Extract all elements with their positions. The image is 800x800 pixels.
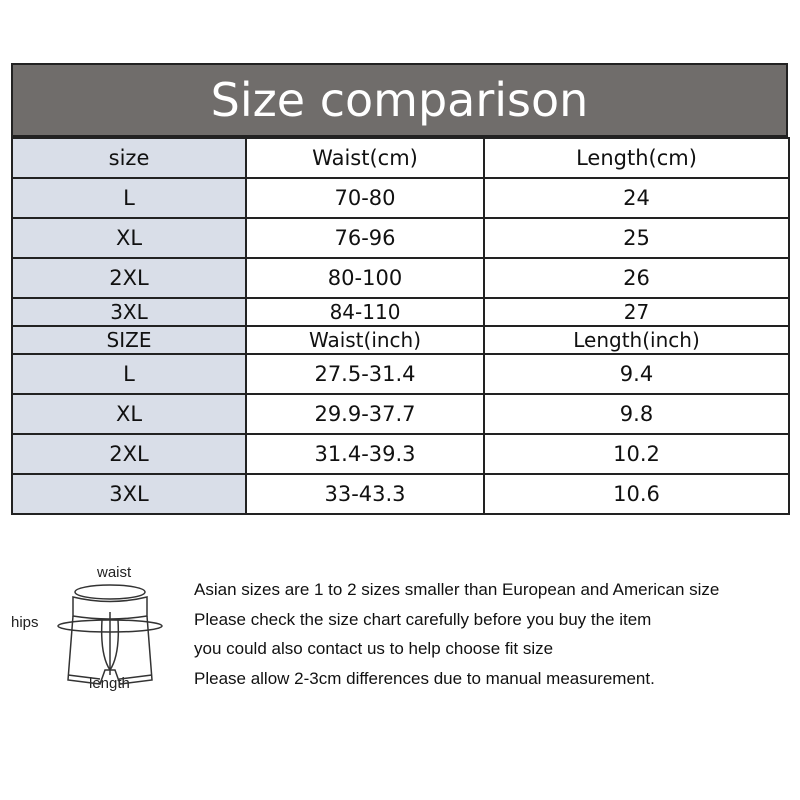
waist-cell: 27.5-31.4: [245, 353, 485, 395]
length-cell: 9.4: [483, 353, 790, 395]
size-cell: 3XL: [11, 473, 247, 515]
waist-cell: 80-100: [245, 257, 485, 299]
header-cell: Length(cm): [483, 137, 790, 179]
length-cell: 27: [483, 297, 790, 327]
size-notes: Asian sizes are 1 to 2 sizes smaller tha…: [194, 575, 719, 693]
size-cell: 2XL: [11, 433, 247, 475]
waist-cell: 84-110: [245, 297, 485, 327]
table-header-row: size Waist(cm) Length(cm): [11, 137, 790, 179]
length-cell: 9.8: [483, 393, 790, 435]
page-title: Size comparison: [11, 63, 788, 137]
table-row: L 27.5-31.4 9.4: [11, 353, 790, 395]
size-cell: L: [11, 353, 247, 395]
waist-cell: 70-80: [245, 177, 485, 219]
table-row: 2XL 80-100 26: [11, 257, 790, 299]
size-cell: 3XL: [11, 297, 247, 327]
header-cell: SIZE: [11, 325, 247, 355]
length-cell: 24: [483, 177, 790, 219]
length-cell: 26: [483, 257, 790, 299]
size-table: size Waist(cm) Length(cm) L 70-80 24 XL …: [11, 137, 790, 515]
size-cell: XL: [11, 393, 247, 435]
table-header-row: SIZE Waist(inch) Length(inch): [11, 325, 790, 355]
size-cell: L: [11, 177, 247, 219]
hips-label: hips: [11, 614, 39, 631]
header-cell: Waist(cm): [245, 137, 485, 179]
waist-cell: 29.9-37.7: [245, 393, 485, 435]
waist-cell: 33-43.3: [245, 473, 485, 515]
header-cell: size: [11, 137, 247, 179]
header-cell: Waist(inch): [245, 325, 485, 355]
table-row: 3XL 33-43.3 10.6: [11, 473, 790, 515]
size-cell: XL: [11, 217, 247, 259]
note-line: Asian sizes are 1 to 2 sizes smaller tha…: [194, 580, 720, 599]
table-row: 3XL 84-110 27: [11, 297, 790, 327]
size-cell: 2XL: [11, 257, 247, 299]
boxer-briefs-icon: [57, 584, 163, 685]
note-line: Please check the size chart carefully be…: [194, 609, 652, 629]
waist-label: waist: [97, 564, 132, 581]
table-row: XL 29.9-37.7 9.8: [11, 393, 790, 435]
note-line: you could also contact us to help choose…: [194, 639, 554, 658]
length-cell: 10.6: [483, 473, 790, 515]
table-row: XL 76-96 25: [11, 217, 790, 259]
header-cell: Length(inch): [483, 325, 790, 355]
waist-cell: 76-96: [245, 217, 485, 259]
note-line: Please allow 2-3cm differences due to ma…: [194, 668, 655, 688]
length-cell: 25: [483, 217, 790, 259]
waist-cell: 31.4-39.3: [245, 433, 485, 475]
table-row: 2XL 31.4-39.3 10.2: [11, 433, 790, 475]
table-row: L 70-80 24: [11, 177, 790, 219]
length-cell: 10.2: [483, 433, 790, 475]
